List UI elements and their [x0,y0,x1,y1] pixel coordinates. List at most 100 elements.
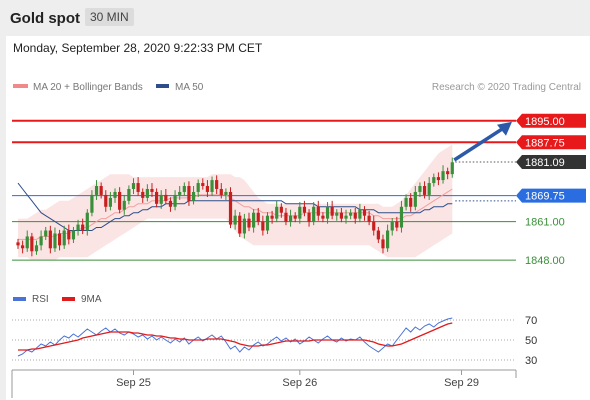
candle-body [53,233,57,249]
resistance-label-tag [516,135,586,150]
candle-body [62,230,66,246]
candle-body [307,212,311,222]
candle-body [321,215,325,219]
candle-body [30,236,34,252]
candle-body [238,215,242,234]
candle-body [427,183,431,195]
ma50-legend-swatch [156,84,169,88]
candle-body [173,194,177,207]
candle-body [39,236,43,246]
rsi-tick-label: 70 [525,315,537,327]
candle-body [349,212,353,216]
candle-body [298,206,302,219]
candle-body [99,186,103,195]
support-label: 1848.00 [525,255,565,267]
pivot-label: 1869.75 [525,191,565,203]
x-tick-label: Sep 29 [444,377,479,389]
x-tick-label: Sep 25 [116,377,151,389]
candle-body [242,218,246,234]
candle-body [205,186,210,192]
candle-body [182,186,186,192]
candle-body [155,191,159,204]
candle-body [118,191,122,210]
candle-body [178,191,182,195]
candle-body [191,191,196,201]
resistance-label: 1887.75 [525,137,565,149]
candle-body [381,239,385,249]
ma20-legend-swatch [13,84,28,88]
candle-body [164,194,168,201]
candle-body [293,215,297,219]
credit-label: Research © 2020 Trading Central [432,82,581,93]
resistance-label: 1895.00 [525,116,565,128]
header-bar: Gold spot 30 MIN [0,0,590,36]
rsi-line [17,317,453,357]
candle-body [168,200,173,207]
candle-body [376,230,380,240]
candle-body [252,212,256,228]
candle-body [201,183,205,187]
timeframe-badge[interactable]: 30 MIN [85,8,134,26]
candle-body [279,206,283,213]
candle-body [48,230,52,249]
candle-body [418,186,422,192]
ma20-legend-label: MA 20 + Bollinger Bands [33,82,143,93]
forecast-arrow-shaft [453,126,505,162]
candle-body [358,209,362,219]
moving-averages [17,182,453,240]
candle-body [131,183,136,189]
chart-panel [6,36,590,400]
rsi-legend-swatch [13,297,26,301]
candle-body [386,230,390,249]
datetime-label: Monday, September 28, 2020 9:22:33 PM CE… [13,41,263,55]
candle-body [219,188,223,195]
ma9-line [18,322,453,351]
candle-body [325,206,330,219]
candle-body [436,177,441,181]
current-label-tag [516,155,586,170]
x-tick-label: Sep 26 [282,377,317,389]
candle-body [81,224,85,231]
candle-body [224,191,228,195]
candle-body [344,215,348,219]
candle-body [339,212,343,219]
candle-body [256,212,260,222]
candle-body [316,206,320,216]
candle-body [450,162,454,175]
candle-body [196,183,200,192]
candle-body [150,188,154,192]
x-axis-ticks: Sep 25 Sep 26 Sep 29 [116,370,479,389]
candle-body [21,245,25,249]
instrument-title: Gold spot [10,10,80,27]
ma50-line [17,182,453,231]
candle-body [104,194,108,207]
candle-body [409,197,413,207]
candle-body [228,191,233,225]
candle-body [353,212,357,219]
candle-body [76,224,80,231]
candle-body [108,197,112,207]
candle-body [34,245,39,252]
candle-body [247,218,251,228]
candle-body [432,177,436,184]
candle-body [404,197,408,207]
candlesticks [16,157,454,257]
candle-body [367,215,371,222]
ma9-legend-swatch [62,297,75,301]
level-labels: 1895.00 1887.75 1881.09 1869.75 1861.00 1848.… [516,113,586,267]
candle-body [335,212,339,216]
candle-body [136,183,140,192]
candle-body [275,206,279,219]
rsi-panel: 70 50 30 [12,315,537,367]
pivot-label-tag [516,188,586,203]
candle-body [233,215,237,225]
candle-body [265,215,270,231]
candle-body [141,191,145,198]
candle-body [113,191,117,198]
candle-body [413,191,417,207]
candle-body [330,206,334,216]
candle-body [159,194,163,204]
candle-body [422,186,427,195]
candle-body [210,180,214,192]
